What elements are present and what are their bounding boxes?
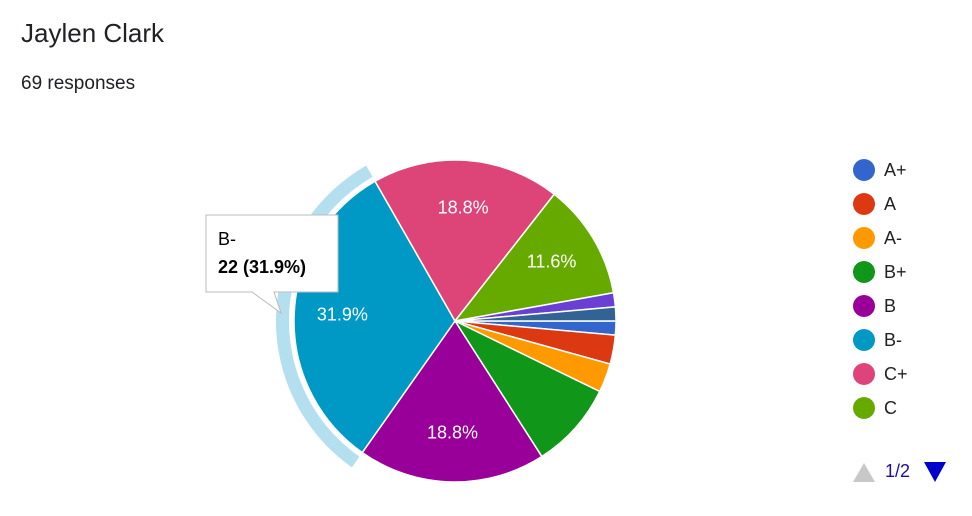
legend-label: B — [884, 296, 896, 316]
pie-slice — [374, 159, 556, 323]
legend-label: A- — [884, 228, 902, 248]
tooltip-label: B- — [218, 229, 236, 249]
pie-slice — [452, 319, 601, 458]
legend-label: B- — [884, 330, 902, 350]
tooltip-box — [205, 214, 339, 315]
legend-swatch — [853, 329, 875, 351]
legend-label: B+ — [884, 262, 907, 282]
tooltip-value: 22 (31.9%) — [218, 257, 306, 277]
response-count: 69 responses — [21, 73, 135, 94]
legend-swatch — [853, 159, 875, 181]
legend-label: C — [884, 398, 897, 418]
pie-slice — [453, 193, 615, 323]
slice-label: 18.8% — [427, 422, 478, 442]
pie: 18.8% 31.9% 18.8% 11.6% — [276, 159, 617, 483]
legend-label: A — [884, 194, 896, 214]
legend-label: A+ — [884, 160, 907, 180]
tooltip: B- 22 (31.9%) — [205, 214, 339, 315]
legend-swatch — [853, 295, 875, 317]
question-title: Jaylen Clark — [21, 18, 165, 48]
slice-label: 31.9% — [317, 304, 368, 324]
legend-swatch — [853, 227, 875, 249]
legend-page: 1/2 — [885, 461, 910, 481]
legend: A+ A A- B+ B B- C+ C — [853, 159, 908, 419]
legend-prev[interactable] — [853, 463, 875, 482]
legend-swatch — [853, 363, 875, 385]
slice-label: 11.6% — [527, 252, 577, 272]
legend-label: C+ — [884, 364, 908, 384]
legend-swatch — [853, 261, 875, 283]
pie-slice — [454, 306, 617, 322]
pie-slice — [361, 319, 543, 483]
legend-next[interactable] — [924, 462, 946, 482]
slice-label: 18.8% — [438, 197, 489, 217]
legend-swatch — [853, 193, 875, 215]
legend-swatch — [853, 397, 875, 419]
